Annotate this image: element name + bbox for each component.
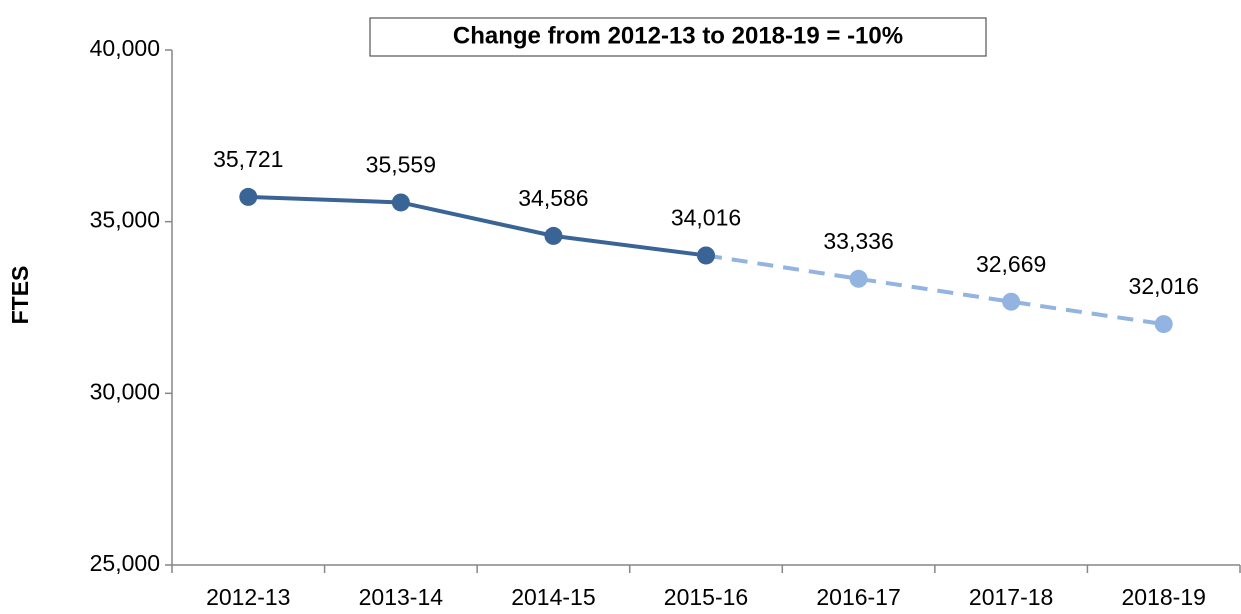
y-axis-label: FTES (7, 266, 33, 325)
data-label: 32,016 (1129, 273, 1199, 299)
x-tick-label: 2013-14 (359, 584, 444, 610)
x-tick-label: 2012-13 (206, 584, 290, 610)
data-point (391, 193, 410, 212)
x-tick-label: 2018-19 (1122, 584, 1206, 610)
data-label: 32,669 (976, 251, 1046, 277)
data-point (849, 269, 868, 288)
chart-title: Change from 2012-13 to 2018-19 = -10% (453, 22, 903, 49)
data-point (1154, 315, 1173, 334)
x-tick-label: 2014-15 (511, 584, 595, 610)
data-label: 34,586 (518, 185, 588, 211)
data-point (544, 226, 563, 245)
x-tick-label: 2017-18 (969, 584, 1053, 610)
data-point (1002, 292, 1021, 311)
title-box (369, 17, 987, 57)
data-label: 35,559 (366, 152, 436, 178)
x-tick-label: 2015-16 (664, 584, 748, 610)
series-line (705, 253, 1165, 327)
data-point (239, 187, 258, 206)
data-label: 34,016 (671, 205, 741, 231)
data-label: 33,336 (823, 228, 893, 254)
data-label: 35,721 (213, 146, 283, 172)
data-point (697, 246, 715, 265)
y-tick-label: 40,000 (90, 35, 160, 61)
x-tick-label: 2016-17 (816, 584, 900, 610)
y-tick-label: 35,000 (90, 207, 160, 233)
y-tick-label: 30,000 (90, 378, 160, 404)
y-tick-label: 25,000 (90, 550, 160, 576)
series-line (248, 194, 707, 258)
